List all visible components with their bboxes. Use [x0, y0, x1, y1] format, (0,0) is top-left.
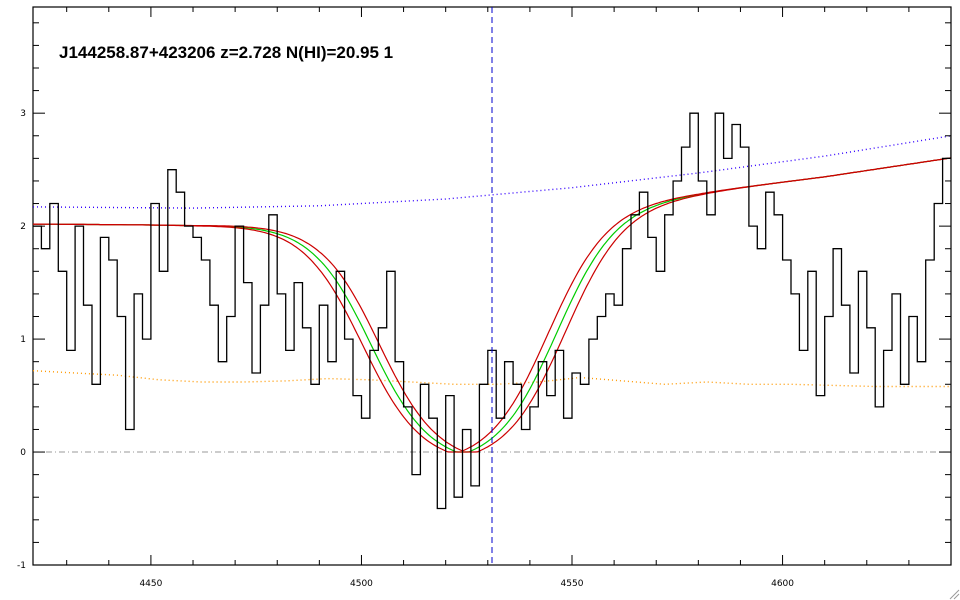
y-tick-label: 2: [20, 222, 26, 232]
series-layer: [33, 7, 951, 565]
y-tick-label: 0: [20, 448, 26, 458]
x-tick-label: 4500: [350, 579, 373, 589]
y-tick-label: 1: [20, 335, 26, 345]
x-tick-label: 4550: [561, 579, 584, 589]
y-tick-label: -1: [17, 561, 26, 571]
resize-grip-icon[interactable]: [948, 588, 960, 600]
x-tick-label: 4450: [139, 579, 162, 589]
chart-title: J144258.87+423206 z=2.728 N(HI)=20.95 1: [59, 43, 393, 62]
continuum-line: [33, 135, 951, 209]
y-tick-label: 3: [20, 109, 26, 119]
flux-histogram: [33, 112, 951, 510]
ticks-layer: 4450 4500 4550 4600 -1 0 1 2 3: [17, 7, 952, 589]
x-tick-label: 4600: [771, 579, 794, 589]
